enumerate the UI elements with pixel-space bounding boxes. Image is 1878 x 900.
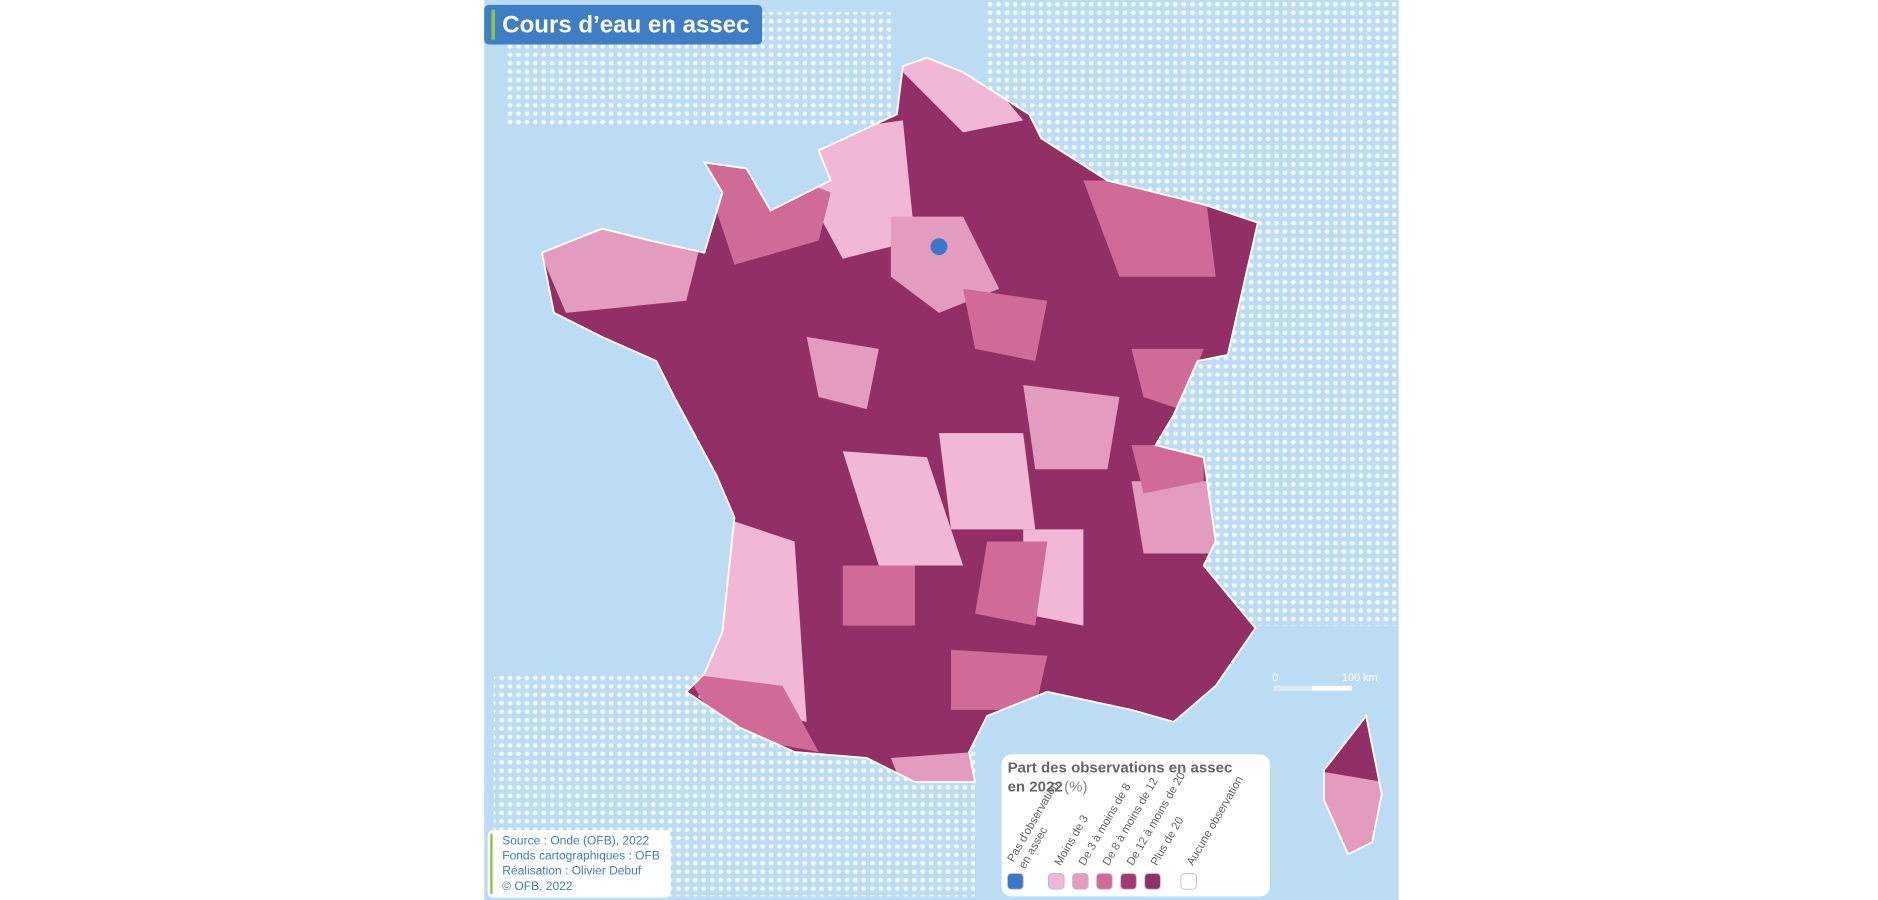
credits-box: [487, 830, 671, 898]
legend-title-line: Part des observations en assec: [1008, 759, 1233, 776]
credit-line: Réalisation : Olivier Debuf: [502, 864, 642, 878]
outline: [540, 56, 1383, 856]
scale-bar: [1273, 685, 1352, 691]
legend-swatch: [1096, 873, 1113, 890]
scale-end: 100 km: [1342, 672, 1377, 684]
legend-swatch: [1072, 873, 1089, 890]
legend-title-line: en 2022: [1008, 779, 1063, 796]
legend-swatch: [1120, 873, 1137, 890]
legend-unit: (%): [1064, 779, 1087, 796]
title-box: [484, 4, 763, 45]
title-accent: [491, 9, 496, 40]
legend-swatch: [1144, 873, 1161, 890]
credit-line: © OFB, 2022: [502, 879, 573, 893]
title: Cours d’eau en assec: [502, 11, 749, 38]
legend-title: Part des observations en assec en 2022: [1008, 759, 1233, 795]
legend-swatch: [1007, 873, 1024, 890]
scale-start: 0: [1272, 672, 1278, 684]
scale-bar-half: [1273, 685, 1312, 691]
legend-swatch: [1180, 873, 1197, 890]
credits-accent: [490, 833, 493, 894]
credit-line: Source : Onde (OFB), 2022: [502, 834, 649, 848]
credit-line: Fonds cartographiques : OFB: [502, 849, 660, 863]
legend-box: [1001, 754, 1270, 897]
legend-swatch: [1048, 873, 1065, 890]
